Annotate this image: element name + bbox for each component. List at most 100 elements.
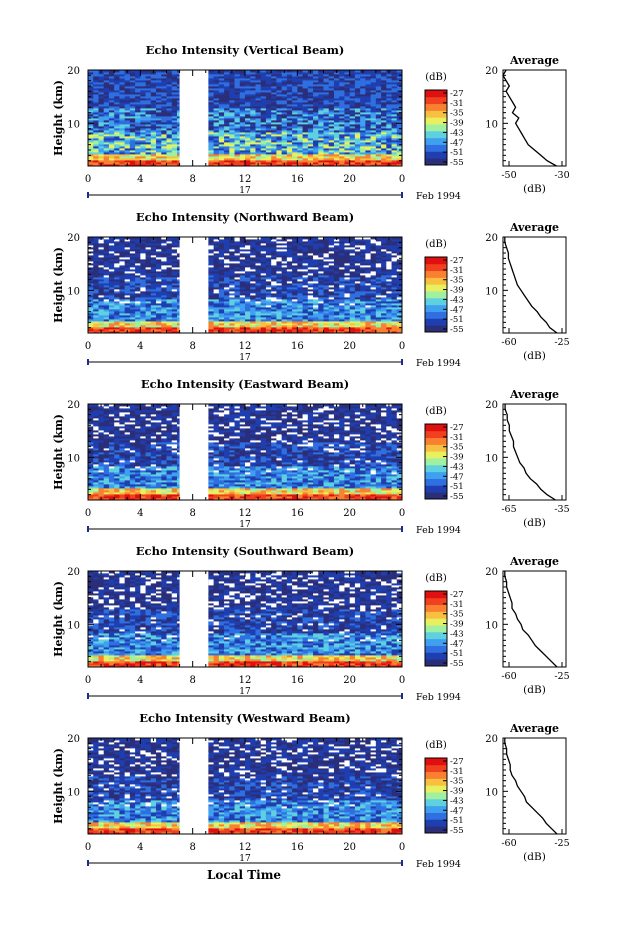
heatmap-cell	[229, 76, 235, 79]
heatmap-cell	[333, 76, 340, 79]
heatmap-cell	[103, 319, 110, 322]
heatmap-cell	[234, 160, 241, 163]
heatmap-cell	[323, 311, 330, 314]
heatmap-cell	[124, 148, 131, 151]
heatmap-cell	[313, 116, 319, 119]
heatmap-cell	[98, 84, 105, 87]
heatmap-cell	[234, 132, 241, 135]
heatmap-cell	[218, 120, 225, 123]
heatmap-cell	[245, 160, 251, 163]
heatmap-cell	[260, 74, 267, 77]
heatmap-cell	[171, 70, 178, 73]
heatmap-cell	[103, 327, 110, 330]
heatmap-cell	[171, 82, 178, 85]
heatmap-cell	[318, 120, 324, 123]
heatmap-cell	[386, 146, 392, 149]
heatmap-cell	[297, 297, 303, 300]
heatmap-cell	[333, 317, 340, 320]
heatmap-cell	[229, 130, 235, 133]
heatmap-cell	[344, 285, 351, 288]
heatmap-cell	[245, 114, 251, 117]
heatmap-cell	[349, 144, 356, 147]
heatmap-cell	[140, 74, 146, 77]
heatmap-cell	[307, 293, 314, 296]
heatmap-cell	[313, 140, 319, 143]
heatmap-cell	[234, 126, 241, 129]
heatmap-cell	[234, 321, 241, 324]
heatmap-cell	[166, 96, 173, 99]
heatmap-cell	[391, 116, 398, 119]
heatmap-cell	[161, 104, 167, 107]
heatmap-cell	[260, 140, 267, 143]
heatmap-cell	[354, 321, 361, 324]
heatmap-cell	[286, 309, 293, 312]
heatmap-cell	[166, 303, 173, 306]
heatmap-cell	[166, 164, 173, 167]
heatmap-cell	[370, 140, 377, 143]
heatmap-cell	[370, 100, 377, 103]
heatmap-cell	[360, 156, 366, 159]
heatmap-cell	[328, 114, 335, 117]
heatmap-cell	[129, 118, 136, 121]
heatmap-cell	[129, 90, 136, 93]
heatmap-cell	[150, 321, 157, 324]
heatmap-cell	[245, 90, 251, 93]
heatmap-cell	[140, 88, 146, 91]
heatmap-cell	[250, 281, 256, 284]
heatmap-cell	[260, 148, 267, 151]
heatmap-cell	[108, 104, 115, 107]
heatmap-cell	[307, 315, 314, 318]
heatmap-cell	[365, 144, 371, 147]
heatmap-cell	[156, 321, 162, 324]
heatmap-cell	[302, 305, 309, 308]
heatmap-cell	[108, 317, 115, 320]
heatmap-cell	[297, 287, 303, 290]
heatmap-cell	[344, 100, 351, 103]
heatmap-cell	[114, 144, 120, 147]
heatmap-cell	[265, 122, 272, 125]
heatmap-cell	[213, 78, 220, 81]
heatmap-cell	[292, 154, 298, 157]
heatmap-cell	[171, 140, 178, 143]
heatmap-cell	[271, 70, 277, 73]
heatmap-cell	[292, 313, 298, 316]
heatmap-cell	[234, 285, 241, 288]
heatmap-cell	[286, 329, 293, 332]
heatmap-cell	[354, 317, 361, 320]
heatmap-cell	[129, 303, 136, 306]
heatmap-cell	[119, 295, 126, 298]
heatmap-cell	[260, 80, 267, 83]
heatmap-cell	[339, 329, 345, 332]
heatmap-cell	[328, 130, 335, 133]
heatmap-cell	[344, 92, 351, 95]
heatmap-cell	[114, 319, 120, 322]
heatmap-cell	[103, 154, 110, 157]
heatmap-cell	[365, 331, 371, 334]
heatmap-cell	[129, 86, 136, 89]
heatmap-cell	[307, 140, 314, 143]
heatmap-cell	[93, 327, 99, 330]
heatmap-cell	[145, 140, 152, 143]
heatmap-cell	[135, 323, 141, 326]
heatmap-cell	[391, 154, 398, 157]
heatmap-cell	[365, 303, 371, 306]
heatmap-cell	[208, 158, 214, 161]
heatmap-cell	[381, 92, 387, 95]
heatmap-cell	[276, 126, 283, 129]
heatmap-cell	[333, 110, 340, 113]
heatmap-cell	[119, 118, 126, 121]
heatmap-cell	[333, 86, 340, 89]
heatmap-cell	[339, 297, 345, 300]
heatmap-cell	[224, 315, 230, 318]
heatmap-cell	[349, 118, 356, 121]
heatmap-cell	[119, 281, 126, 284]
heatmap-cell	[313, 146, 319, 149]
heatmap-cell	[265, 104, 272, 107]
heatmap-cell	[245, 325, 251, 328]
heatmap-cell	[260, 76, 267, 79]
heatmap-cell	[171, 279, 178, 282]
heatmap-cell	[297, 156, 303, 159]
heatmap-cell	[375, 152, 382, 155]
heatmap-cell	[271, 120, 277, 123]
heatmap-cell	[386, 118, 392, 121]
